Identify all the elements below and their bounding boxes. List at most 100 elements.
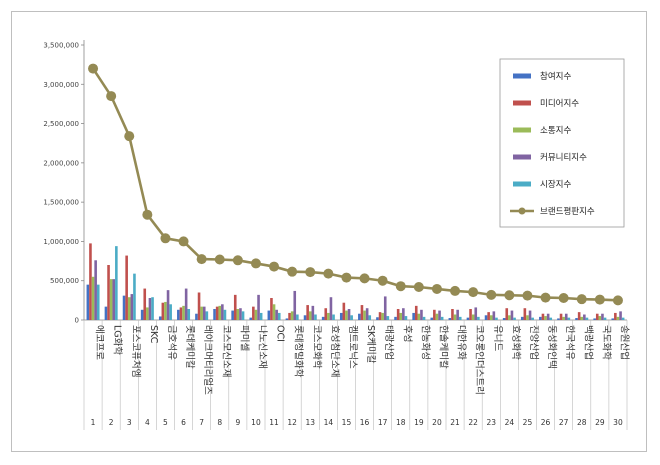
brand-index-point-23 <box>486 289 497 300</box>
bar-5-10 <box>259 312 263 320</box>
category-label: 유니드 <box>492 325 503 351</box>
bar-5-13 <box>314 314 317 320</box>
rank-label: 3 <box>127 418 132 427</box>
bar-1-24 <box>502 318 506 320</box>
bar-3-25 <box>526 315 529 320</box>
bar-5-14 <box>332 314 335 320</box>
category-label: 파미셀 <box>238 325 249 351</box>
legend-label: 커뮤니티지수 <box>540 152 587 163</box>
bar-1-21 <box>448 318 452 320</box>
bar-4-15 <box>347 309 351 320</box>
rank-label: 8 <box>217 418 222 427</box>
bar-2-14 <box>324 308 328 320</box>
bar-4-6 <box>184 288 188 320</box>
category-label: 태광산업 <box>383 325 395 360</box>
bar-4-29 <box>601 313 604 320</box>
bar-4-20 <box>438 310 441 320</box>
bar-1-15 <box>339 312 343 320</box>
brand-index-point-6 <box>178 236 189 247</box>
bar-1-25 <box>520 316 524 320</box>
bar-1-5 <box>158 316 162 320</box>
bar-2-6 <box>179 307 183 320</box>
bar-3-30 <box>616 316 620 320</box>
rank-label: 28 <box>577 418 587 427</box>
category-label: 송원산업 <box>618 325 630 360</box>
brand-index-point-22 <box>468 287 479 298</box>
bar-2-11 <box>270 298 273 320</box>
bar-5-15 <box>350 315 353 320</box>
bar-2-13 <box>306 305 309 320</box>
bar-4-4 <box>148 298 152 320</box>
brand-index-point-14 <box>323 268 334 279</box>
bar-5-19 <box>422 316 426 320</box>
bar-2-16 <box>360 305 364 320</box>
category-label: 롯데정밀화학 <box>293 325 305 378</box>
bar-3-16 <box>363 310 366 320</box>
bar-4-3 <box>130 294 134 320</box>
brand-index-point-29 <box>594 294 605 305</box>
rank-label: 25 <box>523 418 533 427</box>
rank-label: 12 <box>287 418 297 427</box>
bar-3-19 <box>417 313 421 320</box>
brand-index-point-27 <box>558 293 569 303</box>
bar-5-11 <box>277 312 281 320</box>
rank-label: 13 <box>305 418 315 427</box>
brand-reputation-chart: 0 500,000 1,000,000 1,500,000 2,000,000 2,500… <box>43 40 630 430</box>
bar-3-1 <box>91 276 95 320</box>
brand-index-point-24 <box>504 290 515 301</box>
bar-3-12 <box>290 311 294 320</box>
bar-5-8 <box>223 309 227 320</box>
bar-4-30 <box>619 311 622 320</box>
bar-4-18 <box>402 308 405 320</box>
bar-3-20 <box>435 313 439 320</box>
bar-2-7 <box>197 292 201 320</box>
category-label: 효성화학 <box>510 325 521 360</box>
bar-4-28 <box>583 314 586 320</box>
bar-4-26 <box>546 313 550 320</box>
bar-2-19 <box>414 305 418 320</box>
brand-index-point-20 <box>431 283 442 294</box>
bar-5-17 <box>386 316 390 320</box>
category-label: 한농화성 <box>419 325 430 360</box>
bar-3-4 <box>146 307 149 320</box>
brand-index-point-25 <box>522 290 533 301</box>
bar-5-6 <box>187 309 191 320</box>
rank-label: 6 <box>181 418 186 427</box>
bar-5-28 <box>585 317 589 320</box>
bar-2-1 <box>89 243 92 320</box>
bar-1-9 <box>231 310 234 320</box>
bar-2-20 <box>433 309 436 320</box>
bar-1-8 <box>213 309 216 320</box>
bar-3-10 <box>254 309 258 320</box>
category-label: 대한유화 <box>456 325 467 360</box>
brand-index-point-18 <box>395 281 406 292</box>
bar-2-15 <box>342 302 346 320</box>
bar-2-9 <box>233 294 237 320</box>
bar-3-8 <box>218 305 222 320</box>
bar-5-18 <box>404 316 408 320</box>
bar-1-10 <box>249 317 253 320</box>
bar-4-2 <box>112 279 116 320</box>
bar-5-20 <box>440 316 444 320</box>
category-label: 켐트로닉스 <box>347 325 359 369</box>
rank-label: 15 <box>342 418 352 427</box>
category-label: SKC <box>148 325 159 344</box>
category-label: 코스모신소재 <box>220 325 231 377</box>
bar-5-7 <box>205 311 209 320</box>
bar-1-26 <box>539 316 542 320</box>
bar-5-12 <box>296 314 299 320</box>
rank-label: 7 <box>199 418 204 427</box>
bar-1-29 <box>593 318 596 320</box>
legend-label: 브랜드평판지수 <box>540 206 595 217</box>
brand-index-point-13 <box>305 267 316 278</box>
bar-4-23 <box>492 311 496 320</box>
y-tick-label: 2,500,000 <box>43 120 79 128</box>
bar-5-30 <box>621 317 625 320</box>
bar-3-17 <box>381 312 384 320</box>
bar-4-14 <box>329 297 333 320</box>
bar-4-21 <box>456 309 459 320</box>
brand-index-point-21 <box>450 285 461 296</box>
bar-3-6 <box>182 305 185 320</box>
category-label: 금호석유 <box>166 325 177 360</box>
bar-4-16 <box>365 308 369 320</box>
